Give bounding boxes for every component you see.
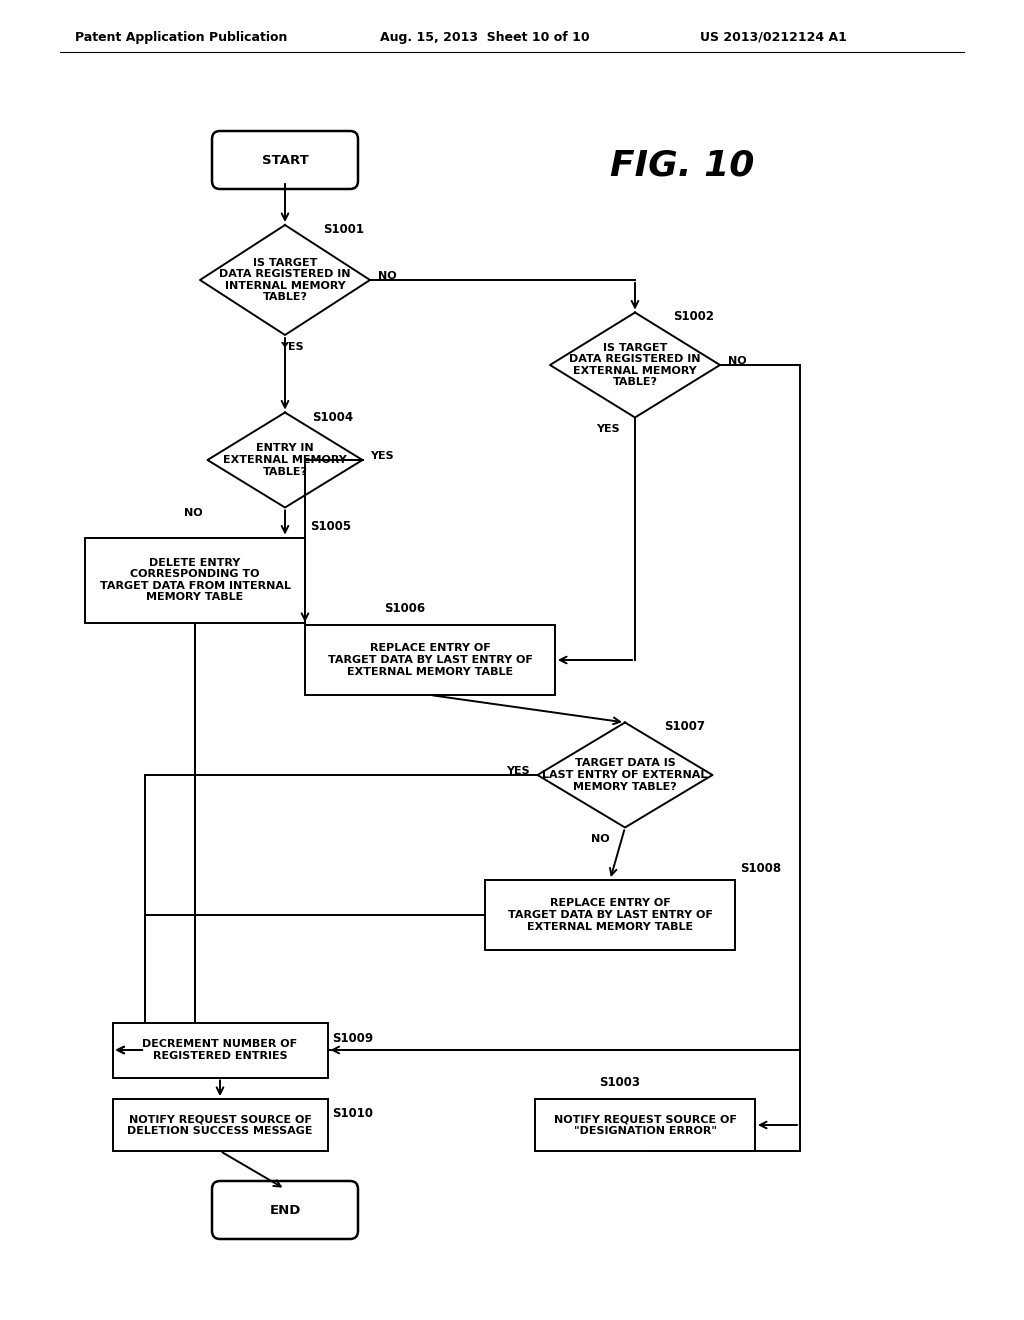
Text: ENTRY IN
EXTERNAL MEMORY
TABLE?: ENTRY IN EXTERNAL MEMORY TABLE?: [223, 444, 347, 477]
Text: FIG. 10: FIG. 10: [610, 148, 755, 182]
Text: S1006: S1006: [384, 602, 425, 615]
Text: US 2013/0212124 A1: US 2013/0212124 A1: [700, 30, 847, 44]
FancyBboxPatch shape: [85, 537, 305, 623]
FancyBboxPatch shape: [113, 1023, 328, 1077]
Text: NO: NO: [592, 834, 610, 845]
Text: REPLACE ENTRY OF
TARGET DATA BY LAST ENTRY OF
EXTERNAL MEMORY TABLE: REPLACE ENTRY OF TARGET DATA BY LAST ENT…: [508, 899, 713, 932]
Text: YES: YES: [506, 766, 529, 776]
FancyBboxPatch shape: [485, 880, 735, 950]
FancyBboxPatch shape: [212, 1181, 358, 1239]
Text: NOTIFY REQUEST SOURCE OF
DELETION SUCCESS MESSAGE: NOTIFY REQUEST SOURCE OF DELETION SUCCES…: [127, 1114, 312, 1135]
FancyBboxPatch shape: [113, 1100, 328, 1151]
Text: S1001: S1001: [324, 223, 365, 236]
Text: NO: NO: [728, 356, 746, 366]
Text: END: END: [269, 1204, 301, 1217]
Text: DECREMENT NUMBER OF
REGISTERED ENTRIES: DECREMENT NUMBER OF REGISTERED ENTRIES: [142, 1039, 298, 1061]
Text: S1008: S1008: [740, 862, 781, 875]
Text: S1005: S1005: [310, 520, 351, 532]
Text: IS TARGET
DATA REGISTERED IN
INTERNAL MEMORY
TABLE?: IS TARGET DATA REGISTERED IN INTERNAL ME…: [219, 257, 351, 302]
Text: START: START: [261, 153, 308, 166]
Polygon shape: [538, 722, 713, 828]
Text: TARGET DATA IS
LAST ENTRY OF EXTERNAL
MEMORY TABLE?: TARGET DATA IS LAST ENTRY OF EXTERNAL ME…: [543, 759, 708, 792]
FancyBboxPatch shape: [212, 131, 358, 189]
Text: YES: YES: [280, 342, 304, 352]
Text: NOTIFY REQUEST SOURCE OF
"DESIGNATION ERROR": NOTIFY REQUEST SOURCE OF "DESIGNATION ER…: [554, 1114, 736, 1135]
FancyBboxPatch shape: [305, 624, 555, 696]
Text: S1003: S1003: [599, 1076, 640, 1089]
Text: IS TARGET
DATA REGISTERED IN
EXTERNAL MEMORY
TABLE?: IS TARGET DATA REGISTERED IN EXTERNAL ME…: [569, 343, 700, 387]
Text: REPLACE ENTRY OF
TARGET DATA BY LAST ENTRY OF
EXTERNAL MEMORY TABLE: REPLACE ENTRY OF TARGET DATA BY LAST ENT…: [328, 643, 532, 677]
Text: Aug. 15, 2013  Sheet 10 of 10: Aug. 15, 2013 Sheet 10 of 10: [380, 30, 590, 44]
Text: Patent Application Publication: Patent Application Publication: [75, 30, 288, 44]
Text: S1010: S1010: [333, 1107, 374, 1119]
Text: S1004: S1004: [312, 412, 353, 424]
FancyBboxPatch shape: [535, 1100, 755, 1151]
Text: YES: YES: [596, 425, 620, 434]
Text: NO: NO: [184, 507, 203, 517]
Text: S1009: S1009: [333, 1032, 374, 1045]
Polygon shape: [208, 412, 362, 507]
Text: S1002: S1002: [673, 310, 715, 323]
Text: DELETE ENTRY
CORRESPONDING TO
TARGET DATA FROM INTERNAL
MEMORY TABLE: DELETE ENTRY CORRESPONDING TO TARGET DAT…: [99, 557, 291, 602]
Polygon shape: [550, 313, 720, 417]
Text: S1007: S1007: [665, 719, 706, 733]
Text: YES: YES: [371, 451, 394, 461]
Polygon shape: [200, 224, 370, 335]
Text: NO: NO: [378, 271, 396, 281]
